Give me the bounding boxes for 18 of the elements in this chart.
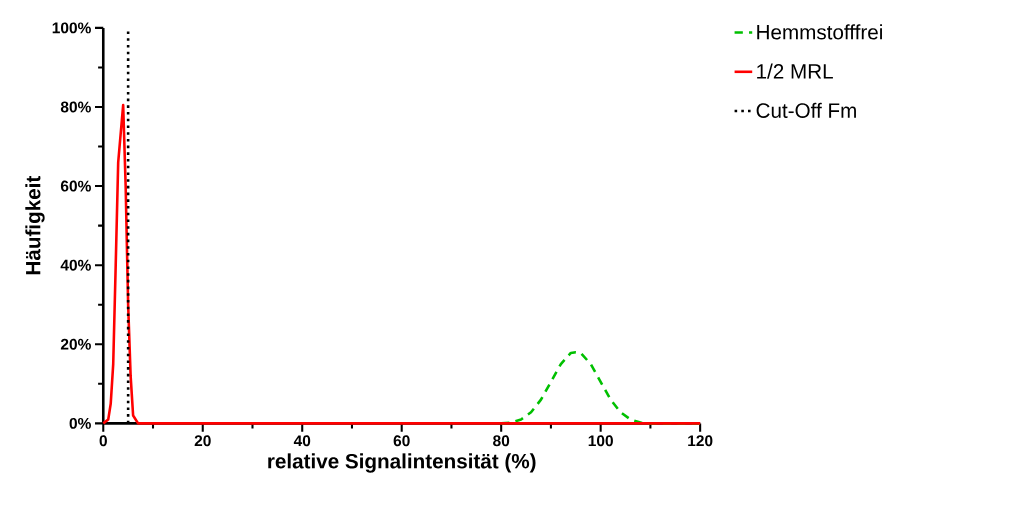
x-tick-label: 40 <box>293 435 311 447</box>
y-tick-label: 60% <box>60 180 91 192</box>
x-tick-label: 100 <box>588 435 613 447</box>
y-axis-title: Häufigkeit <box>25 175 45 275</box>
y-tick-label: 80% <box>60 101 91 113</box>
x-tick-label: 0 <box>99 435 107 447</box>
legend-label: 1/2 MRL <box>757 63 833 79</box>
y-tick-label: 20% <box>60 338 91 350</box>
x-tick-label: 60 <box>393 435 410 447</box>
legend-label: Hemmstofffrei <box>757 24 882 40</box>
y-tick-label: 100% <box>52 22 91 34</box>
x-tick-label: 20 <box>194 435 211 447</box>
y-tick-label: 0% <box>69 417 91 429</box>
legend-label: Cut-Off Fm <box>756 102 856 118</box>
x-tick-label: 80 <box>493 435 510 447</box>
x-tick-label: 120 <box>688 435 713 447</box>
y-tick-label: 40% <box>60 259 91 271</box>
x-axis-title: relative Signalintensität (%) <box>268 453 536 473</box>
